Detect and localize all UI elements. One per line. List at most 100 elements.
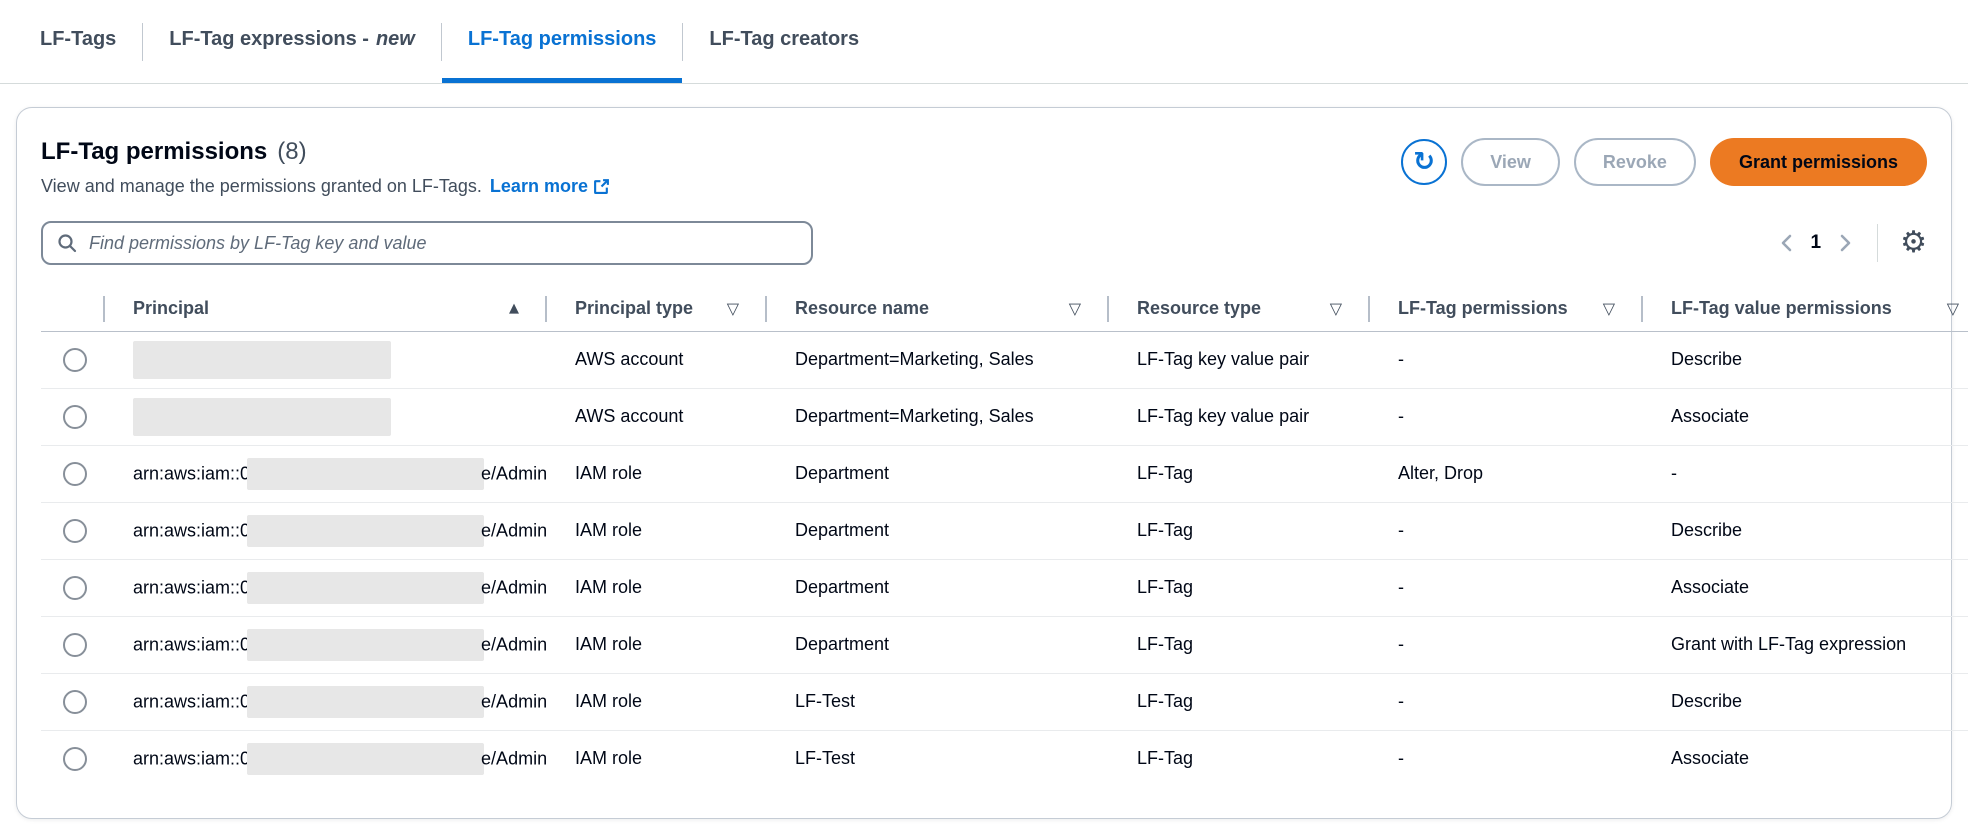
column-label: LF-Tag value permissions xyxy=(1671,298,1892,319)
table-row[interactable]: arn:aws:iam::0 e/Admin IAM role LF-Test L… xyxy=(41,673,1968,730)
resource-type-cell: LF-Tag key value pair xyxy=(1137,406,1310,426)
principal-type-cell: IAM role xyxy=(575,691,643,711)
resource-name-cell: Department xyxy=(795,634,890,654)
radio-button[interactable] xyxy=(63,347,87,372)
lf-tag-permissions-cell: - xyxy=(1398,520,1404,540)
select-cell xyxy=(41,673,103,730)
radio-button[interactable] xyxy=(63,461,87,486)
permissions-table: Principal ▲ Principal type ▽ Resource na… xyxy=(41,287,1968,787)
column-header-resource-name[interactable]: Resource name ▽ xyxy=(765,287,1107,331)
resource-type-cell: LF-Tag xyxy=(1137,691,1194,711)
principal-type-cell: AWS account xyxy=(575,349,684,369)
radio-button[interactable] xyxy=(63,746,87,771)
principal-type-cell: IAM role xyxy=(575,463,643,483)
tab-bar: LF-Tags LF-Tag expressions - new LF-Tag p… xyxy=(0,0,1968,84)
redacted-principal xyxy=(247,685,485,718)
radio-button[interactable] xyxy=(63,689,87,714)
lf-tag-value-permissions-cell: Describe xyxy=(1671,520,1743,540)
radio-button[interactable] xyxy=(63,404,87,429)
lf-tag-value-permissions-cell: Associate xyxy=(1671,748,1750,769)
principal-text: arn:aws:iam::0 xyxy=(133,691,251,711)
table-row[interactable]: arn:aws:iam::0 e/Admin IAM role Departmen… xyxy=(41,445,1968,502)
table-header-row: Principal ▲ Principal type ▽ Resource na… xyxy=(41,287,1968,331)
principal-cell xyxy=(103,388,545,445)
lf-tag-value-permissions-cell: Associate xyxy=(1671,406,1750,426)
radio-button[interactable] xyxy=(63,575,87,600)
principal-text: arn:aws:iam::0 xyxy=(133,748,251,769)
current-page-number[interactable]: 1 xyxy=(1810,232,1822,253)
select-cell xyxy=(41,559,103,616)
learn-more-link[interactable]: Learn more xyxy=(490,176,610,197)
sort-ascending-icon[interactable]: ▲ xyxy=(509,301,519,317)
principal-type-cell: IAM role xyxy=(575,577,643,597)
page-title: LF-Tag permissions xyxy=(41,138,268,165)
search-box xyxy=(41,221,813,265)
resource-name-cell: Department=Marketing, Sales xyxy=(795,349,1034,369)
resource-name-cell: Department=Marketing, Sales xyxy=(795,406,1034,426)
revoke-button[interactable]: Revoke xyxy=(1573,138,1696,186)
column-header-resource-type[interactable]: Resource type ▽ xyxy=(1107,287,1368,331)
column-header-lf-tag-value-permissions[interactable]: LF-Tag value permissions ▽ xyxy=(1641,287,1968,331)
column-label: Principal type xyxy=(575,298,694,319)
table-row[interactable]: arn:aws:iam::0 e/Admin IAM role LF-Test L… xyxy=(41,730,1968,787)
table-row[interactable]: arn:aws:iam::0 e/Admin IAM role Departmen… xyxy=(41,502,1968,559)
principal-text: arn:aws:iam::0 xyxy=(133,634,251,654)
principal-text: e/Admin xyxy=(481,463,548,483)
tab-label-new-badge: new xyxy=(375,27,415,50)
table-row[interactable]: arn:aws:iam::0 e/Admin IAM role Departmen… xyxy=(41,616,1968,673)
column-header-principal-type[interactable]: Principal type ▽ xyxy=(545,287,765,331)
redacted-principal xyxy=(247,628,485,661)
table-row[interactable]: arn:aws:iam::0 e/Admin IAM role Departmen… xyxy=(41,559,1968,616)
panel-header-text: LF-Tag permissions (8) View and manage t… xyxy=(41,138,610,197)
column-header-lf-tag-permissions[interactable]: LF-Tag permissions ▽ xyxy=(1368,287,1641,331)
resource-type-cell: LF-Tag key value pair xyxy=(1137,349,1310,369)
column-label: LF-Tag permissions xyxy=(1398,298,1568,319)
pagination-controls: 1 ⚙ xyxy=(1779,224,1927,262)
search-input[interactable] xyxy=(89,232,797,254)
table-row[interactable]: AWS account Department=Marketing, Sales … xyxy=(41,331,1968,388)
radio-button[interactable] xyxy=(63,632,87,657)
view-button[interactable]: View xyxy=(1461,138,1560,186)
filter-icon[interactable]: ▽ xyxy=(1068,299,1081,319)
lf-tag-value-permissions-cell: Associate xyxy=(1671,577,1750,597)
lf-tag-value-permissions-cell: Describe xyxy=(1671,691,1743,711)
resource-type-cell: LF-Tag xyxy=(1137,520,1194,540)
principal-text: arn:aws:iam::0 xyxy=(133,463,251,483)
tab-lf-tags[interactable]: LF-Tags xyxy=(40,0,142,83)
gear-icon: ⚙ xyxy=(1900,225,1927,260)
tab-lf-tag-creators[interactable]: LF-Tag creators xyxy=(683,0,885,83)
refresh-icon: ↻ xyxy=(1413,147,1436,177)
filter-icon[interactable]: ▽ xyxy=(1602,299,1615,319)
tab-divider xyxy=(682,22,684,61)
lf-tag-permissions-cell: - xyxy=(1398,748,1404,769)
grant-permissions-button[interactable]: Grant permissions xyxy=(1709,138,1927,186)
redacted-principal xyxy=(133,397,391,436)
filter-icon[interactable]: ▽ xyxy=(726,299,739,319)
refresh-button[interactable]: ↻ xyxy=(1401,139,1448,185)
chevron-right-icon[interactable] xyxy=(1839,233,1853,253)
principal-cell: arn:aws:iam::0 e/Admin xyxy=(103,616,547,673)
tab-label: LF-Tag creators xyxy=(709,27,860,50)
radio-button[interactable] xyxy=(63,518,87,543)
principal-text: e/Admin xyxy=(481,577,548,597)
principal-cell: arn:aws:iam::0 e/Admin xyxy=(103,730,547,787)
redacted-principal xyxy=(133,340,391,379)
principal-cell: arn:aws:iam::0 e/Admin xyxy=(103,502,547,559)
preferences-button[interactable]: ⚙ xyxy=(1900,228,1927,258)
principal-type-cell: AWS account xyxy=(575,406,684,426)
select-column-header xyxy=(41,287,103,331)
filter-icon[interactable]: ▽ xyxy=(1329,299,1342,319)
table-row[interactable]: AWS account Department=Marketing, Sales … xyxy=(41,388,1968,445)
pager: 1 xyxy=(1779,232,1854,254)
select-cell xyxy=(41,730,103,787)
chevron-left-icon[interactable] xyxy=(1779,233,1793,253)
resource-type-cell: LF-Tag xyxy=(1137,463,1194,483)
tab-lf-tag-expressions[interactable]: LF-Tag expressions - new xyxy=(143,0,441,83)
lf-tag-value-permissions-cell: Grant with LF-Tag expression xyxy=(1671,634,1907,654)
external-link-icon xyxy=(594,179,609,194)
column-header-principal[interactable]: Principal ▲ xyxy=(103,287,545,331)
column-label: Resource name xyxy=(795,298,930,319)
tab-lf-tag-permissions[interactable]: LF-Tag permissions xyxy=(441,0,683,83)
filter-icon[interactable]: ▽ xyxy=(1946,299,1959,319)
select-cell xyxy=(41,445,103,502)
